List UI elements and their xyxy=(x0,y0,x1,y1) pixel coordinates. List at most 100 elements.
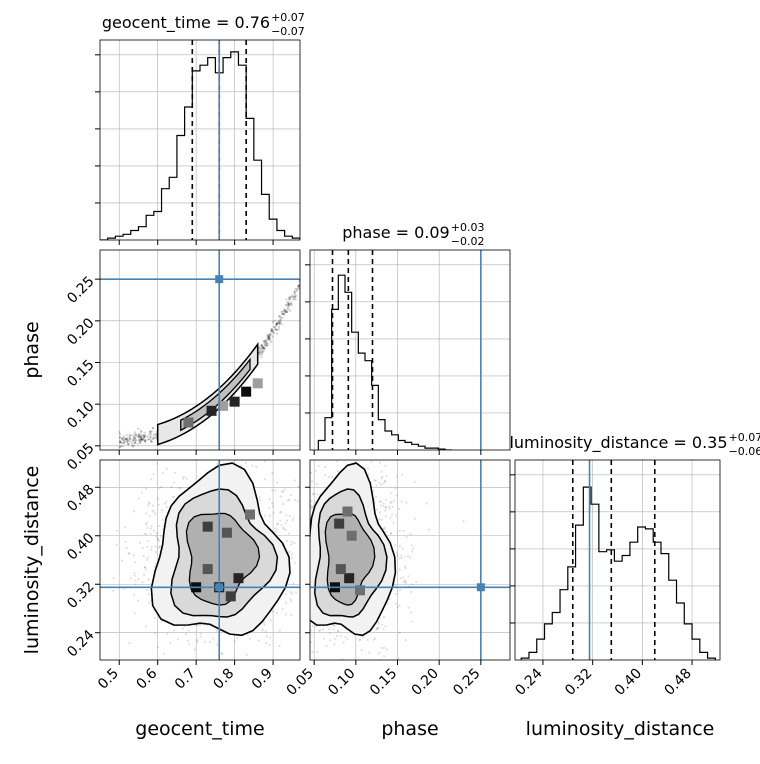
scatter-point xyxy=(394,602,397,605)
scatter-point xyxy=(289,302,293,305)
scatter-point xyxy=(287,307,290,310)
scatter-point xyxy=(305,590,307,592)
scatter-point xyxy=(268,338,272,342)
scatter-point xyxy=(305,567,307,569)
scatter-point xyxy=(196,640,199,644)
scatter-point xyxy=(298,287,300,290)
panel-title-phase: phase = 0.09 xyxy=(342,223,449,242)
scatter-point xyxy=(293,290,296,294)
scatter-point xyxy=(125,437,128,441)
density-cell xyxy=(334,518,345,529)
scatter-point xyxy=(293,576,295,578)
scatter-point xyxy=(298,496,300,498)
scatter-point xyxy=(301,563,303,565)
scatter-point xyxy=(379,499,382,503)
scatter-point xyxy=(288,309,292,312)
density-cell xyxy=(355,585,365,596)
scatter-point xyxy=(126,443,129,446)
scatter-point xyxy=(310,471,313,474)
scatter-point xyxy=(295,289,298,293)
scatter-point xyxy=(148,433,151,436)
scatter-point xyxy=(302,540,304,542)
scatter-point xyxy=(271,610,274,613)
scatter-point xyxy=(297,284,300,287)
density-cell xyxy=(241,386,252,397)
panel-frame xyxy=(309,249,511,451)
scatter-point xyxy=(251,464,254,467)
scatter-point xyxy=(171,496,175,499)
scatter-point xyxy=(287,302,290,305)
scatter-point xyxy=(283,309,286,313)
scatter-point xyxy=(125,546,128,550)
scatter-point xyxy=(140,435,143,438)
scatter-point xyxy=(133,593,136,596)
scatter-point xyxy=(141,547,144,550)
scatter-point xyxy=(333,624,336,628)
scatter-point xyxy=(129,438,132,441)
panel-title-upper: +0.03 xyxy=(451,221,485,234)
scatter-point xyxy=(322,637,325,640)
scatter-point xyxy=(373,637,377,640)
scatter-point xyxy=(281,312,284,316)
panel-frame xyxy=(309,459,511,661)
x-tick-label: 0.5 xyxy=(95,666,122,693)
x-tick-label: 0.8 xyxy=(210,666,237,693)
scatter-point xyxy=(196,639,199,642)
scatter-point xyxy=(311,480,314,483)
scatter-point xyxy=(149,435,152,439)
y-axis-label-phase: phase xyxy=(21,321,43,378)
scatter-point xyxy=(267,338,270,341)
scatter-point xyxy=(306,520,308,522)
scatter-point xyxy=(263,514,266,517)
scatter-point xyxy=(284,522,287,525)
scatter-point xyxy=(376,627,379,631)
scatter-point xyxy=(154,562,157,565)
scatter-point xyxy=(137,436,140,439)
x-axis-label-phase: phase xyxy=(381,718,438,740)
scatter-point xyxy=(271,329,274,332)
scatter-point xyxy=(259,346,262,350)
scatter-point xyxy=(412,547,415,550)
scatter-point xyxy=(278,321,282,324)
scatter-point xyxy=(271,321,275,324)
scatter-point xyxy=(139,440,142,444)
scatter-point xyxy=(337,629,340,632)
panel-title-luminosity_distance: luminosity_distance = 0.35 xyxy=(509,433,727,453)
scatter-point xyxy=(270,330,273,333)
scatter-point xyxy=(410,544,413,547)
scatter-point xyxy=(172,481,176,484)
scatter-point xyxy=(293,562,297,565)
scatter-point xyxy=(399,554,402,557)
scatter-point xyxy=(290,304,293,307)
scatter-point xyxy=(121,445,124,448)
scatter-point xyxy=(346,638,349,641)
scatter-point xyxy=(136,442,139,445)
scatter-point xyxy=(143,439,147,442)
scatter-point xyxy=(358,451,360,453)
scatter-point xyxy=(366,638,369,641)
scatter-point xyxy=(380,477,383,480)
scatter-point xyxy=(148,514,151,518)
scatter-point xyxy=(280,523,283,527)
scatter-point xyxy=(268,498,271,501)
scatter-point xyxy=(376,621,380,624)
scatter-point xyxy=(292,517,295,520)
scatter-point xyxy=(284,303,287,306)
scatter-point xyxy=(146,521,149,524)
scatter-point xyxy=(288,498,291,501)
scatter-point xyxy=(345,447,347,449)
scatter-point xyxy=(158,524,161,528)
scatter-point xyxy=(265,341,268,344)
scatter-point xyxy=(245,653,248,656)
scatter-point xyxy=(398,604,401,607)
scatter-point xyxy=(275,332,279,335)
scatter-point xyxy=(120,437,123,441)
scatter-point xyxy=(307,594,309,596)
scatter-point xyxy=(158,487,161,490)
scatter-point xyxy=(301,539,303,541)
scatter-point xyxy=(374,495,378,499)
scatter-point xyxy=(259,353,262,356)
scatter-point xyxy=(264,641,268,645)
scatter-point xyxy=(121,559,124,562)
scatter-point xyxy=(307,567,309,569)
